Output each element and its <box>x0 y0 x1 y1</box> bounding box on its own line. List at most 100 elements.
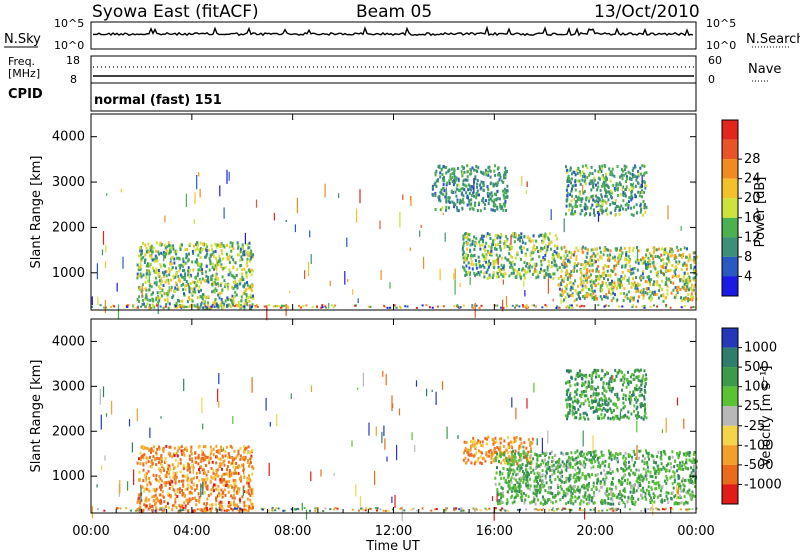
heatmap-cell <box>587 485 590 488</box>
heatmap-cell <box>500 306 502 309</box>
heatmap-cell <box>155 298 158 302</box>
heatmap-cell <box>639 204 642 208</box>
heatmap-cell <box>586 207 589 210</box>
heatmap-cell <box>175 249 178 253</box>
heatmap-cell <box>201 248 203 252</box>
heatmap-cell <box>488 275 491 279</box>
heatmap-cell <box>209 254 212 258</box>
heatmap-cell <box>576 496 579 500</box>
heatmap-cell <box>234 468 237 472</box>
heatmap-cell <box>565 476 568 480</box>
heatmap-cell <box>184 248 187 252</box>
heatmap-cell <box>649 294 652 298</box>
heatmap-cell <box>557 464 559 468</box>
heatmap-cell <box>221 252 223 256</box>
heatmap-cell <box>164 280 167 284</box>
heatmap-cell <box>505 456 507 460</box>
heatmap-cell <box>441 173 444 176</box>
heatmap-cell <box>601 175 604 179</box>
heatmap-cell <box>220 488 223 492</box>
heatmap-cell <box>597 456 599 460</box>
heatmap-cell <box>604 165 607 168</box>
heatmap-cell <box>618 279 621 283</box>
heatmap-cell <box>593 454 596 458</box>
heatmap-cell <box>636 175 639 179</box>
heatmap-cell <box>626 258 629 262</box>
heatmap-cell <box>494 259 497 263</box>
noise-left-label: N.Sky <box>4 32 41 47</box>
heatmap-cell <box>148 477 151 480</box>
heatmap-cell <box>197 253 200 257</box>
heatmap-cell <box>680 501 683 505</box>
heatmap-cell <box>537 464 540 468</box>
heatmap-cell <box>583 190 586 193</box>
heatmap-cell <box>284 304 287 307</box>
heatmap-cell <box>621 476 624 480</box>
heatmap-cell <box>140 484 142 488</box>
heatmap-cell <box>624 203 627 207</box>
heatmap-cell <box>502 208 505 212</box>
heatmap-cell <box>575 195 578 199</box>
heatmap-cell <box>321 306 324 309</box>
heatmap-cell <box>646 463 649 466</box>
heatmap-cell <box>138 457 140 461</box>
heatmap-cell <box>459 282 461 288</box>
heatmap-cell <box>504 172 507 176</box>
heatmap-cell <box>515 489 518 493</box>
heatmap-cell <box>635 457 638 460</box>
heatmap-cell <box>618 305 621 308</box>
heatmap-cell <box>167 480 170 484</box>
heatmap-cell <box>669 306 672 309</box>
heatmap-cell <box>578 198 580 201</box>
heatmap-cell <box>386 306 389 309</box>
heatmap-cell <box>508 469 511 473</box>
heatmap-cell <box>147 242 150 246</box>
heatmap-cell <box>640 258 642 262</box>
heatmap-cell <box>591 203 594 207</box>
heatmap-cell <box>583 486 586 490</box>
heatmap-cell <box>519 437 522 441</box>
heatmap-cell <box>496 189 499 193</box>
heatmap-cell <box>244 232 246 245</box>
heatmap-cell <box>612 291 615 295</box>
heatmap-cell <box>183 475 186 479</box>
heatmap-cell <box>497 502 500 505</box>
heatmap-cell <box>209 262 212 266</box>
heatmap-cell <box>502 458 505 462</box>
heatmap-cell <box>289 291 291 294</box>
heatmap-cell <box>231 294 234 298</box>
heatmap-cell <box>609 211 612 215</box>
heatmap-cell <box>197 456 200 460</box>
heatmap-cell <box>187 271 190 275</box>
heatmap-cell <box>565 212 567 216</box>
heatmap-cell <box>539 267 542 271</box>
heatmap-cell <box>101 249 104 256</box>
heatmap-cell <box>197 499 200 503</box>
heatmap-cell <box>628 473 631 477</box>
heatmap-cell <box>499 270 502 274</box>
heatmap-cell <box>588 458 591 462</box>
heatmap-cell <box>551 256 554 260</box>
heatmap-cell <box>583 495 586 499</box>
heatmap-cell <box>655 271 658 275</box>
heatmap-cell <box>163 500 166 504</box>
heatmap-cell <box>666 497 669 501</box>
heatmap-cell <box>185 305 188 308</box>
heatmap-cell <box>571 292 574 296</box>
heatmap-cell <box>150 245 153 249</box>
heatmap-cell <box>646 275 649 279</box>
heatmap-cell <box>494 482 497 486</box>
heatmap-cell <box>475 272 478 276</box>
heatmap-cell <box>614 206 617 210</box>
heatmap-cell <box>247 484 250 488</box>
heatmap-cell <box>239 454 242 458</box>
heatmap-cell <box>489 251 492 255</box>
heatmap-cell <box>248 462 251 466</box>
heatmap-cell <box>210 475 213 479</box>
heatmap-cell <box>670 247 673 251</box>
heatmap-cell <box>672 281 675 285</box>
heatmap-cell <box>596 458 599 462</box>
heatmap-cell <box>399 211 401 228</box>
heatmap-cell <box>561 293 564 297</box>
